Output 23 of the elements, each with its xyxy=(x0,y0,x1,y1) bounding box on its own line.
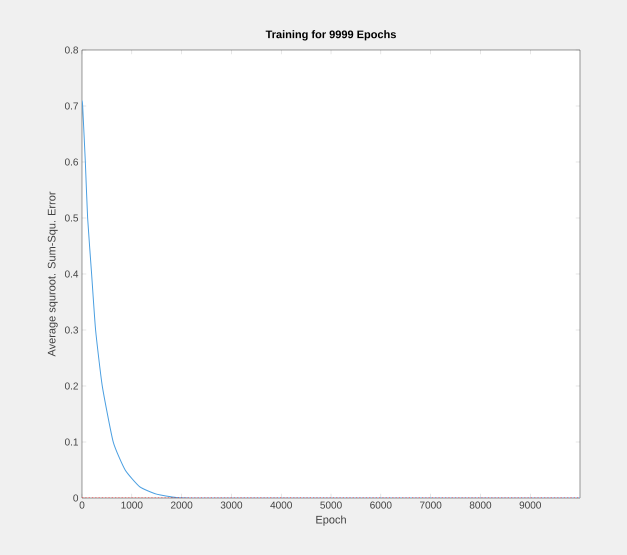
x-tick-label: 1000 xyxy=(121,502,143,509)
x-tick-label: 4000 xyxy=(270,502,292,509)
x-tick-label: 6000 xyxy=(370,502,392,509)
chart-title: Training for 9999 Epochs xyxy=(266,30,396,40)
y-axis-title: Average squroot. Sum-Squ. Error xyxy=(48,192,58,357)
y-tick-label: 0.5 xyxy=(64,214,78,222)
y-tick-label: 0.3 xyxy=(64,326,78,334)
x-tick-label: 0 xyxy=(80,502,84,509)
x-tick-label: 2000 xyxy=(170,502,192,509)
x-tick-label: 7000 xyxy=(420,502,442,509)
y-tick-label: 0.4 xyxy=(64,270,78,278)
y-tick-label: 0.8 xyxy=(64,46,78,54)
x-tick-label: 9000 xyxy=(520,502,541,509)
y-tick-label: 0.7 xyxy=(64,102,78,110)
y-tick-label: 0.2 xyxy=(64,382,78,390)
x-tick-label: 8000 xyxy=(470,502,492,509)
y-tick-label: 0.6 xyxy=(64,158,78,166)
x-tick-label: 5000 xyxy=(320,502,342,509)
y-tick-label: 0 xyxy=(73,494,78,502)
x-tick-label: 3000 xyxy=(220,502,242,509)
x-axis-title: Epoch xyxy=(316,515,346,526)
line-series xyxy=(82,100,580,498)
y-tick-label: 0.1 xyxy=(64,438,78,446)
